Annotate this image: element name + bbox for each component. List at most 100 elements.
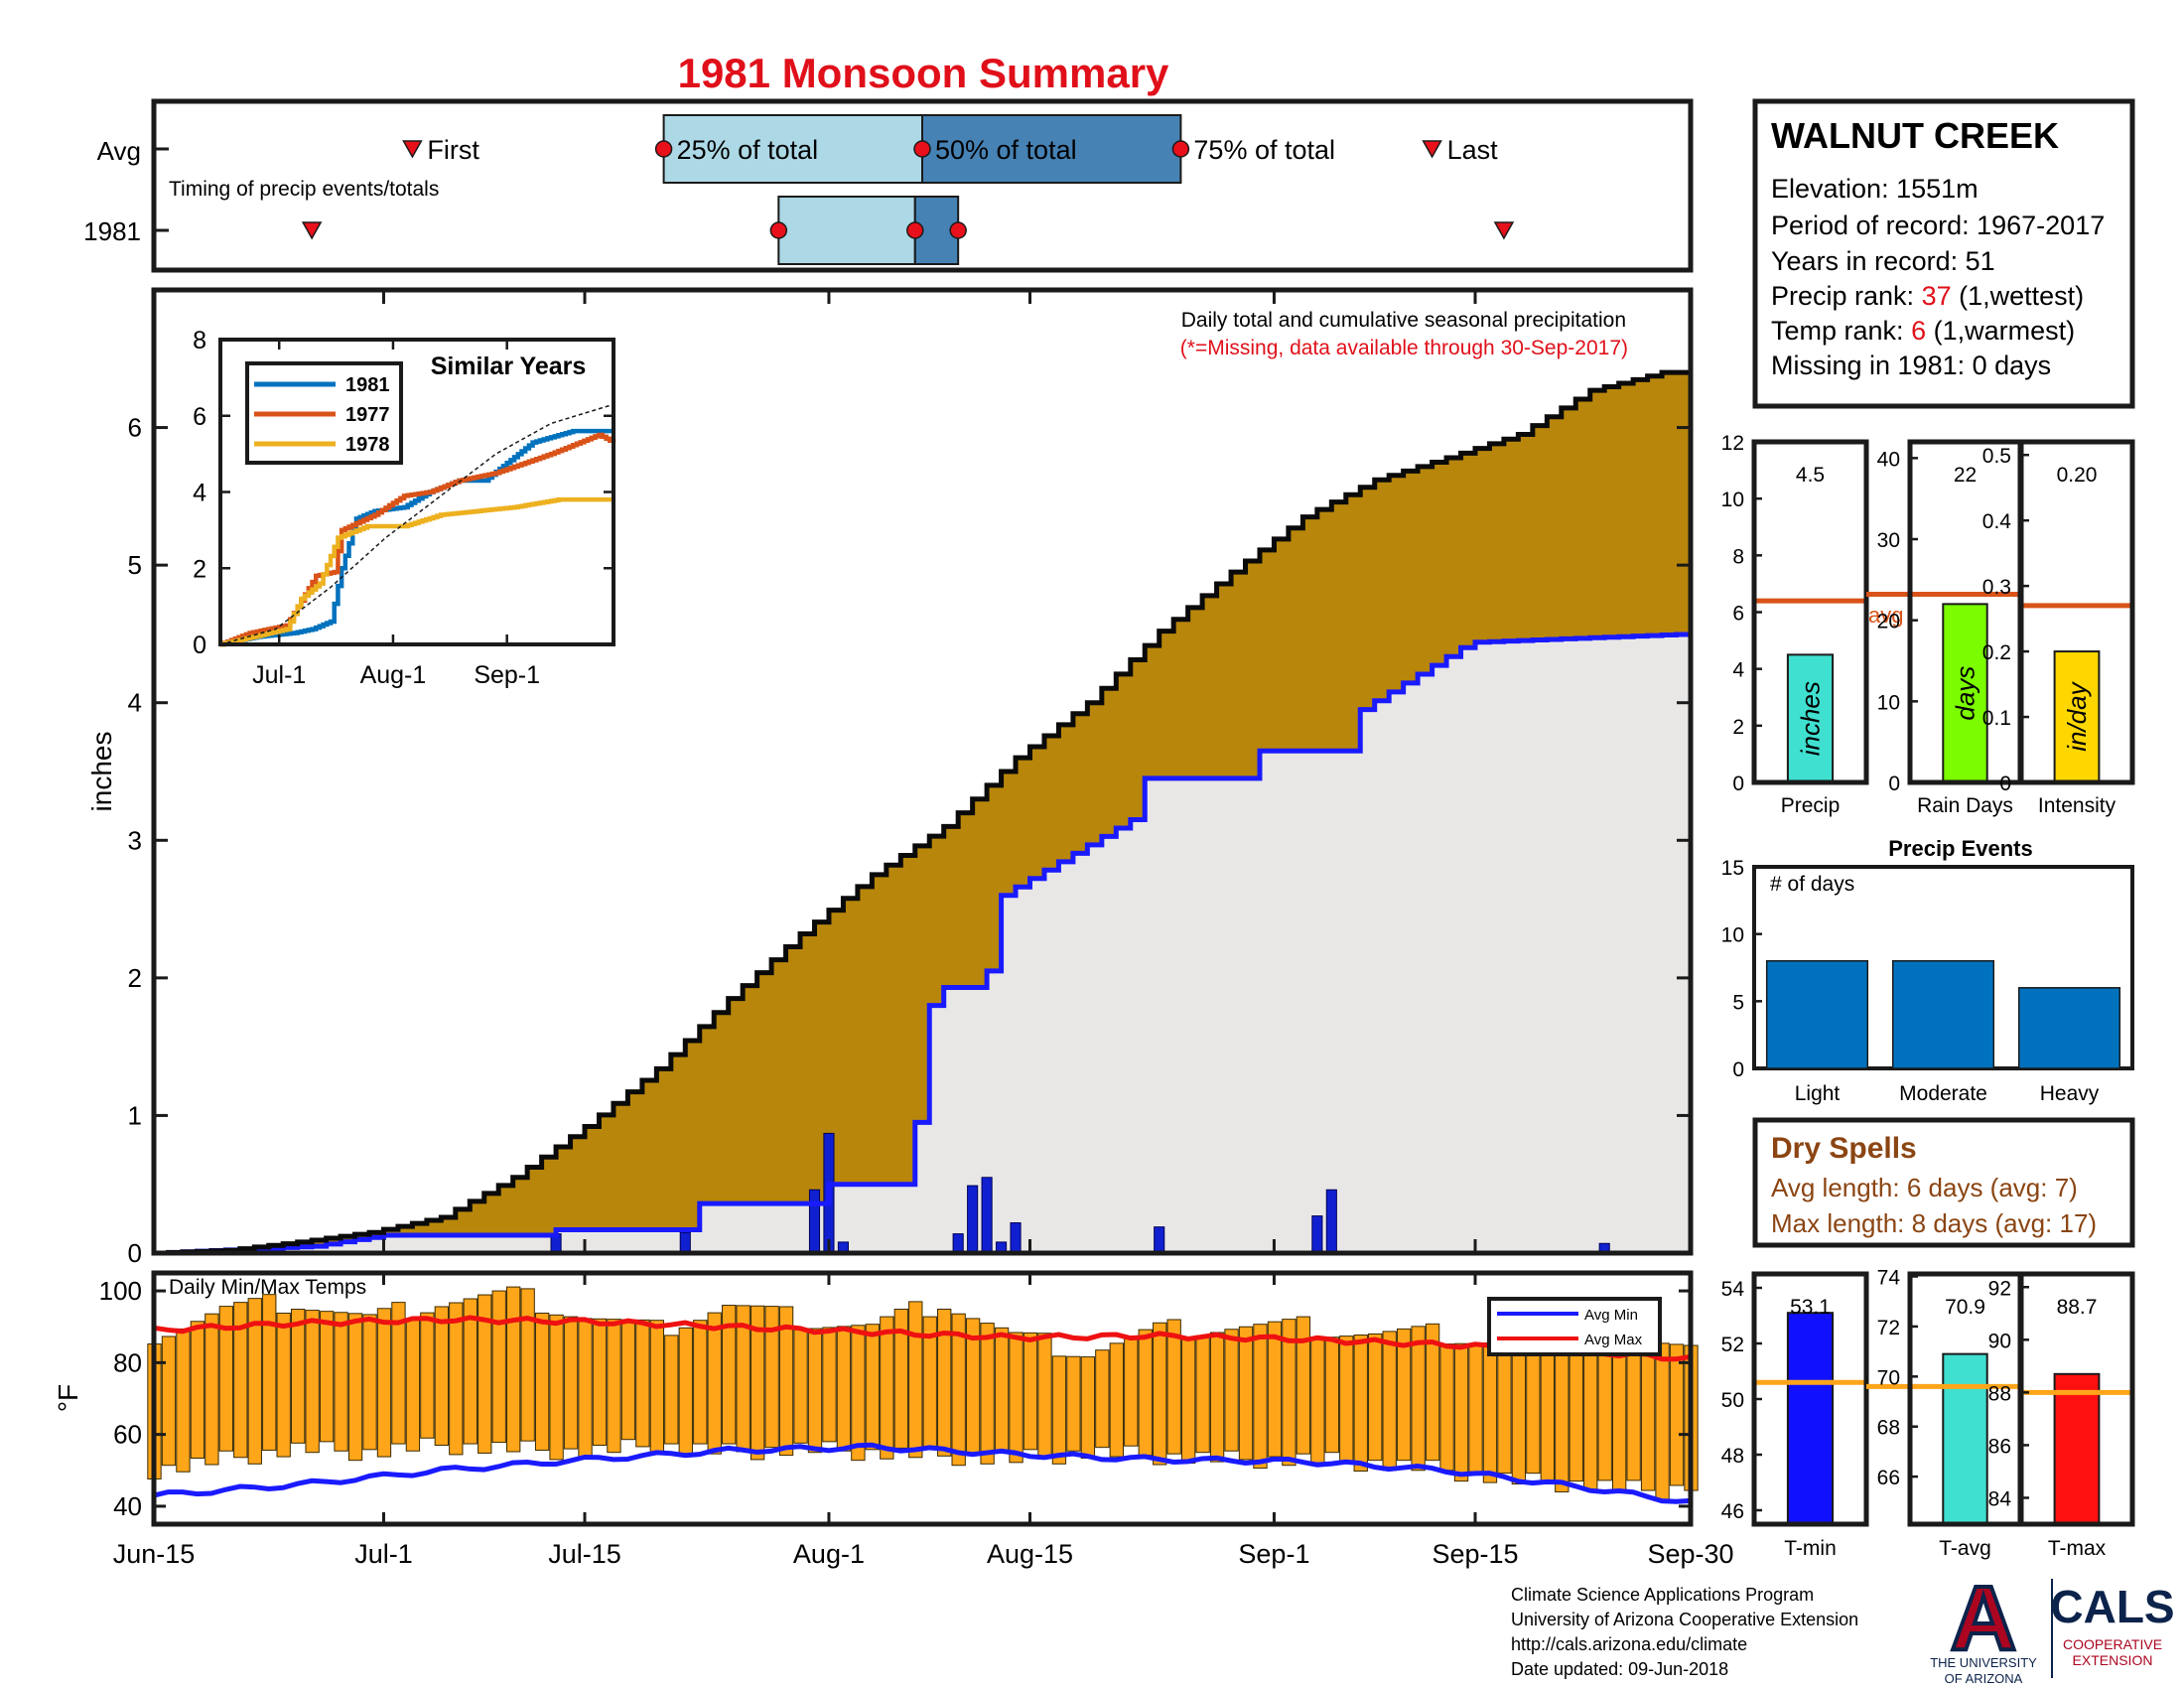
main-xtick-label: Aug-15 (987, 1539, 1073, 1569)
temp-caption: Daily Min/Max Temps (169, 1276, 366, 1299)
daily-temp-bar (649, 1320, 665, 1455)
inset-ytick-label: 8 (193, 327, 206, 354)
mini-chart-precip: 0 2 4 6 8 10 12 4.5 inches avg Precip (1721, 432, 1904, 817)
mini-precip-ytick-label: 6 (1732, 603, 1744, 626)
daily-temp-bar (218, 1306, 234, 1452)
timing-row-avg: Avg (97, 136, 141, 166)
inset-xtick-label: Aug-1 (360, 661, 427, 689)
mini-chart-tmin: 46 48 50 52 54 53.1 T-min (1721, 1271, 1869, 1560)
daily-temp-bar (463, 1298, 478, 1445)
q25-label: 25% of total (677, 135, 819, 165)
daily-temp-bar (851, 1325, 866, 1462)
inset-legend-items: 1981 1977 1978 (254, 374, 390, 456)
temp-rank: Temp rank: 6 (1,warmest) (1771, 316, 2075, 346)
mini-tavg-label: T-avg (1939, 1537, 1991, 1560)
daily-temp-bar (190, 1321, 205, 1459)
footer-credits: Climate Science Applications Program Uni… (1511, 1585, 1858, 1679)
daily-temp-bar (1339, 1336, 1354, 1463)
mini-tavg-value: 70.9 (1945, 1296, 1985, 1319)
mini-tmin-bar (1786, 1312, 1835, 1525)
main-xtick-label: Sep-1 (1238, 1539, 1309, 1569)
average-cumulative-fill (154, 633, 1691, 1253)
daily-precip-bar (1010, 1222, 1022, 1254)
main-ytick-label: 1 (128, 1100, 142, 1130)
daily-temp-bar (1253, 1324, 1268, 1470)
daily-temp-bar (233, 1302, 248, 1459)
daily-temp-bar (376, 1308, 392, 1458)
daily-temp-bar (592, 1318, 608, 1446)
mini-chart-intensity: 0 0.1 0.2 0.3 0.4 0.5 0.20 in/day Intensity (1982, 439, 2135, 817)
mini-tmin-value: 53.1 (1790, 1296, 1831, 1319)
daily-temp-bar (563, 1316, 579, 1450)
station-period: Period of record: 1967-2017 (1771, 211, 2105, 240)
daily-temp-bar (1153, 1322, 1167, 1466)
mini-tmax-ytick-label: 90 (1988, 1330, 2011, 1352)
mini-intensity-ytick-label: 0.1 (1982, 707, 2011, 730)
daily-temp-bar (1180, 1338, 1196, 1465)
mini-intensity-ytick-label: 0.3 (1982, 576, 2011, 599)
avg-first-marker (402, 140, 423, 159)
mini-tmin-ytick-label: 50 (1721, 1389, 1744, 1412)
main-xtick-label: Aug-1 (793, 1539, 865, 1569)
mini-tmin-ytick-label: 46 (1721, 1500, 1744, 1523)
main-xtick-label: Sep-30 (1647, 1539, 1733, 1569)
daily-temp-bar (1669, 1343, 1685, 1486)
main-fills (154, 372, 1691, 1254)
mini-intensity-value: 0.20 (2057, 464, 2098, 487)
daily-precip-bar (1325, 1189, 1337, 1254)
cumulative-1981-line (154, 369, 1691, 1256)
daily-temp-bar (693, 1320, 708, 1445)
daily-temp-bar (1310, 1337, 1325, 1465)
missing-note: (*=Missing, data available through 30-Se… (1180, 337, 1628, 359)
daily-temp-bar (405, 1318, 421, 1452)
daily-temp-bar (1368, 1333, 1383, 1462)
mini-precip-ytick-label: 4 (1732, 659, 1744, 682)
mini-raindays-ytick-label: 10 (1877, 691, 1900, 714)
avg-last-marker (1422, 140, 1442, 159)
daily-temp-bar (1482, 1341, 1498, 1483)
legend-avg-max-label: Avg Max (1584, 1332, 1643, 1348)
daily-temp-bar (1439, 1343, 1454, 1472)
daily-precip-bar (952, 1233, 964, 1254)
events-bar-light (1765, 959, 1869, 1069)
mini-tavg-bar (1942, 1352, 1988, 1526)
daily-temp-bar (478, 1294, 492, 1454)
ua-logo-line-2: OF ARIZONA (1945, 1671, 2023, 1686)
inset-legend-label-1981: 1981 (345, 374, 390, 396)
main-frame (151, 287, 1694, 1256)
events-ytick-label: 5 (1732, 991, 1744, 1014)
year-q25-marker (769, 221, 788, 239)
avg-q50-marker (913, 140, 931, 158)
year-q75-marker (949, 221, 967, 239)
inset-ytick-label: 4 (193, 480, 206, 507)
mini-tavg-ytick-label: 72 (1877, 1317, 1900, 1339)
mini-intensity-ytick-label: 0.5 (1982, 445, 2011, 468)
main-annotation: Daily total and cumulative seasonal prec… (1181, 309, 1626, 332)
daily-temp-bar (1396, 1328, 1412, 1462)
daily-temp-bars (147, 1286, 1699, 1501)
daily-temp-bar (607, 1319, 621, 1454)
daily-temp-bar (1597, 1349, 1612, 1481)
daily-temp-bar (1238, 1326, 1254, 1461)
timing-boxes (154, 114, 1515, 265)
average-cumulative-line (154, 632, 1694, 1256)
daily-temp-bar (1296, 1316, 1311, 1455)
daily-temp-bar (764, 1306, 779, 1449)
daily-temp-bar (506, 1286, 521, 1453)
mini-precip-ytick-label: 0 (1732, 773, 1744, 795)
daily-temp-bar (1569, 1353, 1583, 1482)
dry-spells-avg-length: Avg length: 6 days (avg: 7) (1771, 1173, 2078, 1202)
main-xtick-label: Jun-15 (113, 1539, 196, 1569)
avg-q25-marker (654, 140, 673, 158)
mini-tmin-ytick-label: 54 (1721, 1278, 1745, 1301)
mini-precip-label: Precip (1781, 794, 1841, 817)
daily-temp-bar (1267, 1321, 1283, 1458)
main-precip-chart: 0 1 2 3 4 5 6 inches Daily total and cumulativ… (86, 287, 1694, 1268)
avg-max-line (153, 1315, 1692, 1362)
daily-temp-bar (1555, 1334, 1570, 1492)
mini-tmin-ytick-label: 52 (1721, 1334, 1744, 1356)
mini-tmax-value: 88.7 (2057, 1296, 2098, 1319)
events-ytick-label: 0 (1732, 1058, 1744, 1081)
daily-precip-bar (981, 1177, 993, 1254)
